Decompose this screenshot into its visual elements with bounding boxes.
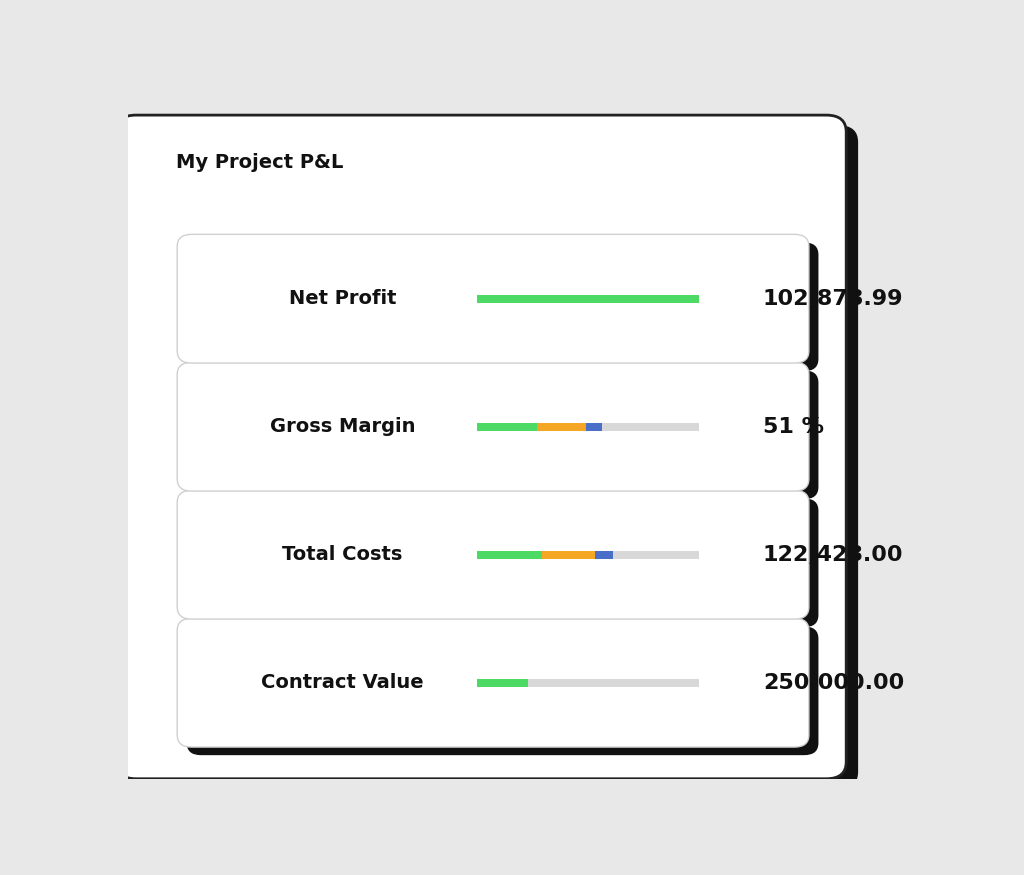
FancyBboxPatch shape xyxy=(177,362,809,491)
Text: Net Profit: Net Profit xyxy=(289,290,396,308)
Text: 102,878.99: 102,878.99 xyxy=(763,289,903,309)
Bar xyxy=(528,679,699,687)
Bar xyxy=(477,295,699,303)
FancyBboxPatch shape xyxy=(177,234,809,363)
Bar xyxy=(538,423,586,430)
Text: My Project P&L: My Project P&L xyxy=(176,153,343,172)
Text: Total Costs: Total Costs xyxy=(282,545,402,564)
FancyBboxPatch shape xyxy=(186,242,818,371)
Bar xyxy=(477,679,528,687)
Bar xyxy=(602,423,699,430)
Text: Gross Margin: Gross Margin xyxy=(269,417,415,437)
Text: 250,000.00: 250,000.00 xyxy=(763,673,904,693)
Bar xyxy=(542,550,595,559)
Text: 122,428.00: 122,428.00 xyxy=(763,545,903,564)
Bar xyxy=(612,550,699,559)
FancyBboxPatch shape xyxy=(186,626,818,755)
Bar xyxy=(595,550,612,559)
Bar xyxy=(477,550,542,559)
Bar xyxy=(477,423,538,430)
FancyBboxPatch shape xyxy=(128,125,858,789)
FancyBboxPatch shape xyxy=(177,619,809,747)
Bar xyxy=(586,423,602,430)
FancyBboxPatch shape xyxy=(116,116,846,779)
FancyBboxPatch shape xyxy=(186,499,818,627)
Text: 51 %: 51 % xyxy=(763,416,824,437)
FancyBboxPatch shape xyxy=(177,490,809,620)
Text: Contract Value: Contract Value xyxy=(261,673,424,692)
FancyBboxPatch shape xyxy=(186,370,818,499)
